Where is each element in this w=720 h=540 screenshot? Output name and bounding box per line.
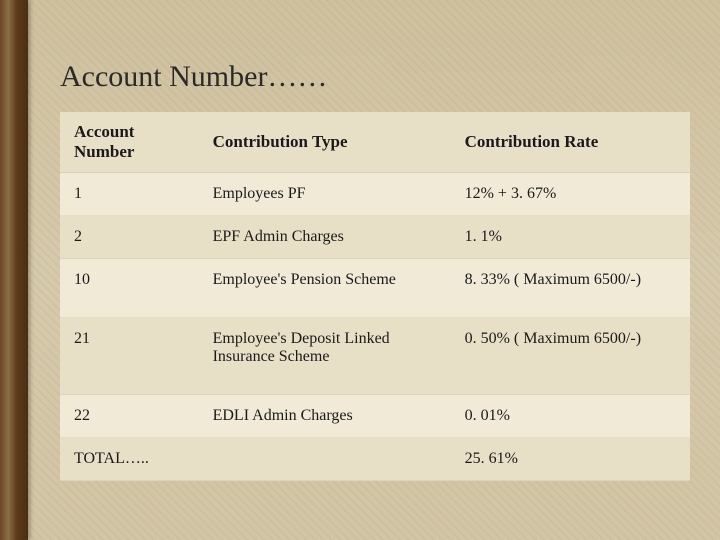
col-header-type: Contribution Type (199, 112, 451, 173)
cell-acct: 10 (60, 259, 199, 318)
table-row: 2 EPF Admin Charges 1. 1% (60, 216, 690, 259)
table-row: 22 EDLI Admin Charges 0. 01% (60, 395, 690, 438)
table-row: 10 Employee's Pension Scheme 8. 33% ( Ma… (60, 259, 690, 318)
cell-type: Employees PF (199, 173, 451, 216)
col-header-rate: Contribution Rate (451, 112, 690, 173)
slide-content: Account Number…… Account Number Contribu… (60, 60, 690, 481)
cell-rate: 0. 50% ( Maximum 6500/-) (451, 318, 690, 395)
table-row: 1 Employees PF 12% + 3. 67% (60, 173, 690, 216)
cell-rate: 0. 01% (451, 395, 690, 438)
cell-acct: TOTAL….. (60, 438, 199, 481)
left-decorative-edge (0, 0, 28, 540)
cell-rate: 1. 1% (451, 216, 690, 259)
cell-type: EPF Admin Charges (199, 216, 451, 259)
cell-acct: 2 (60, 216, 199, 259)
cell-acct: 22 (60, 395, 199, 438)
cell-type (199, 438, 451, 481)
cell-rate: 25. 61% (451, 438, 690, 481)
cell-rate: 12% + 3. 67% (451, 173, 690, 216)
contribution-table: Account Number Contribution Type Contrib… (60, 112, 690, 481)
cell-acct: 1 (60, 173, 199, 216)
cell-type: EDLI Admin Charges (199, 395, 451, 438)
table-header-row: Account Number Contribution Type Contrib… (60, 112, 690, 173)
table-row: TOTAL….. 25. 61% (60, 438, 690, 481)
col-header-account: Account Number (60, 112, 199, 173)
cell-acct: 21 (60, 318, 199, 395)
cell-rate: 8. 33% ( Maximum 6500/-) (451, 259, 690, 318)
table-row: 21 Employee's Deposit Linked Insurance S… (60, 318, 690, 395)
cell-type: Employee's Pension Scheme (199, 259, 451, 318)
cell-type: Employee's Deposit Linked Insurance Sche… (199, 318, 451, 395)
page-title: Account Number…… (60, 60, 690, 94)
table-body: 1 Employees PF 12% + 3. 67% 2 EPF Admin … (60, 173, 690, 481)
